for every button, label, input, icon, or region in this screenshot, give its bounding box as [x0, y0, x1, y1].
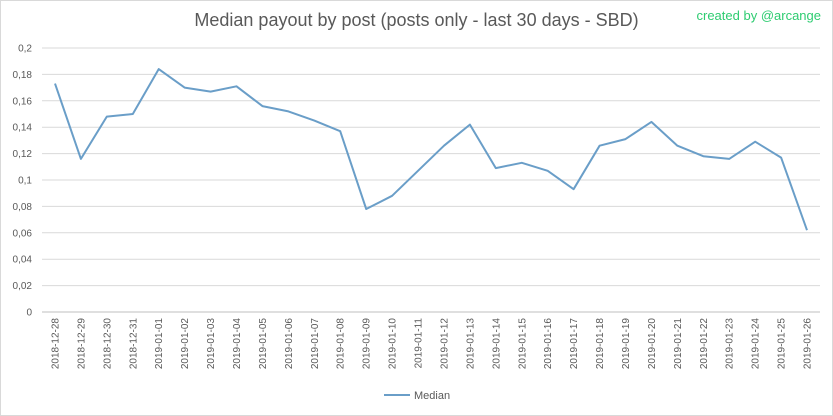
grid-lines [42, 47, 820, 313]
x-tick-label: 2019-01-22 [699, 318, 710, 370]
x-tick-label: 2019-01-02 [180, 318, 191, 370]
credit-text: created by @arcange [696, 8, 822, 23]
x-tick-label: 2019-01-09 [362, 318, 373, 370]
y-tick-label: 0,2 [18, 44, 32, 55]
x-tick-label: 2018-12-28 [50, 318, 61, 370]
x-tick-label: 2019-01-13 [465, 318, 476, 370]
legend-label-median: Median [414, 390, 450, 402]
y-tick-label: 0,1 [18, 176, 32, 187]
y-axis-ticks: 0 0,02 0,04 0,06 0,08 0,1 0,12 0,14 0,16 0,18 0,2 [13, 44, 33, 319]
x-axis-ticks: 2018-12-28 2018-12-29 2018-12-30 2018-12-31… [50, 318, 813, 370]
x-tick-label: 2019-01-12 [439, 318, 450, 370]
x-tick-label: 2018-12-29 [76, 318, 87, 370]
y-tick-label: 0,16 [13, 96, 33, 107]
x-tick-label: 2019-01-10 [388, 318, 399, 370]
x-tick-label: 2019-01-14 [491, 318, 502, 370]
x-tick-label: 2019-01-16 [543, 318, 554, 370]
y-tick-label: 0,02 [13, 281, 33, 292]
x-tick-label: 2019-01-04 [232, 318, 243, 370]
y-tick-label: 0,14 [13, 123, 33, 134]
x-tick-label: 2019-01-05 [258, 318, 269, 370]
x-tick-label: 2019-01-24 [751, 318, 762, 370]
x-tick-label: 2019-01-21 [673, 318, 684, 370]
x-tick-label: 2019-01-19 [621, 318, 632, 370]
x-tick-label: 2019-01-08 [336, 318, 347, 370]
legend: Median [384, 390, 450, 402]
y-tick-label: 0,12 [13, 149, 33, 160]
x-tick-label: 2019-01-26 [803, 318, 814, 370]
x-tick-label: 2018-12-30 [102, 318, 113, 370]
y-tick-label: 0,08 [13, 202, 33, 213]
x-tick-label: 2018-12-31 [128, 318, 139, 370]
y-tick-label: 0,18 [13, 70, 33, 81]
x-tick-label: 2019-01-06 [284, 318, 295, 370]
x-tick-label: 2019-01-17 [569, 318, 580, 370]
y-tick-label: 0,06 [13, 228, 33, 239]
series-line-median [54, 68, 808, 231]
y-tick-label: 0,04 [13, 255, 33, 266]
x-tick-label: 2019-01-01 [154, 318, 165, 370]
x-tick-label: 2019-01-03 [206, 318, 217, 370]
x-tick-label: 2019-01-23 [725, 318, 736, 370]
x-tick-label: 2019-01-25 [777, 318, 788, 370]
x-tick-label: 2019-01-20 [647, 318, 658, 370]
chart-title: Median payout by post (posts only - last… [194, 10, 639, 30]
x-tick-label: 2019-01-18 [595, 318, 606, 370]
x-tick-label: 2019-01-15 [517, 318, 528, 370]
x-tick-label: 2019-01-11 [414, 318, 425, 369]
x-tick-label: 2019-01-07 [310, 318, 321, 370]
y-tick-label: 0 [26, 308, 32, 319]
